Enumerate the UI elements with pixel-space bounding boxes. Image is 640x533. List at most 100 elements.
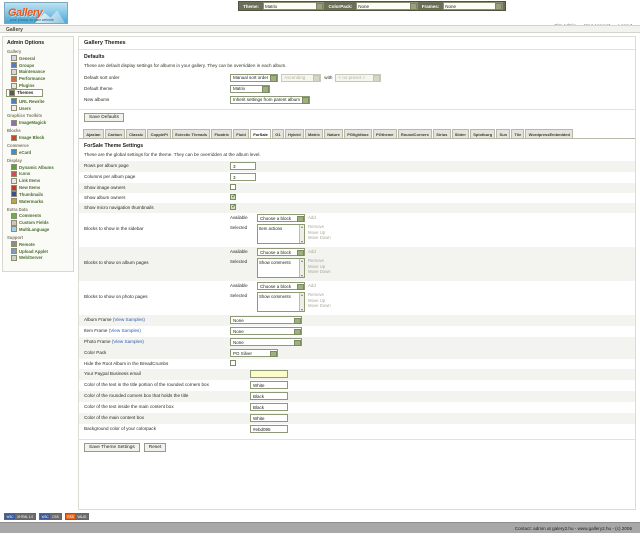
setting-checkbox[interactable] [230,184,236,190]
sidebar-item-comments[interactable]: Comments [6,212,70,220]
view-samples-link[interactable]: (View Samples) [111,339,144,344]
available-block-select[interactable]: Choose a block [257,282,305,290]
sidebar-item-multilanguage[interactable]: MultiLanguage [6,226,70,233]
tab-pglightbox[interactable]: PGlightbox [344,129,372,138]
list-scrollbar[interactable] [299,259,304,278]
frame-select[interactable]: None [230,338,302,346]
sidebar-item-image-block[interactable]: Image Block [6,134,70,141]
sort-preset-select[interactable]: < no preset > [335,73,382,82]
tab-tile[interactable]: Tile [511,129,525,138]
text-setting-input[interactable]: Black [250,392,288,400]
sidebar-item-watermarks[interactable]: Watermarks [6,198,70,205]
tab-sun[interactable]: Sun [496,129,511,138]
sidebar-item-dynamic-albums[interactable]: Dynamic Albums [6,164,70,171]
selected-block-item[interactable]: Item actions [259,226,283,231]
sidebar-item-thumbnails[interactable]: Thumbnails [6,191,70,198]
sidebar-item-custom-fields[interactable]: Custom Fields [6,219,70,226]
selected-blocks-list[interactable]: Item actions [257,224,305,244]
selected-block-item[interactable]: Show comments [259,294,291,299]
sidebar-item-plugins[interactable]: Plugins [6,82,70,89]
view-samples-link[interactable]: (View Samples) [112,317,145,322]
tab-sirius[interactable]: Sirius [433,129,451,138]
setting-checkbox[interactable] [230,194,236,201]
sidebar-item-performance[interactable]: Performance [6,75,70,82]
frame-select[interactable]: None [230,327,302,335]
text-setting-input[interactable]: White [250,414,288,422]
text-setting-input[interactable]: #ebd095 [250,425,288,433]
sidebar-item-ecard[interactable]: eCard [6,149,70,156]
list-scrollbar[interactable] [299,225,304,244]
color-pack-select[interactable]: PG Silver [230,349,278,357]
tab-g1[interactable]: G1 [272,129,284,138]
list-scrollbar[interactable] [299,293,304,312]
sidebar-item-maintenance[interactable]: Maintenance [6,68,70,76]
tab-matrix[interactable]: Matrix [304,129,323,138]
sidebar-item-themes[interactable]: Themes [6,88,44,97]
tab-classic[interactable]: Classic [125,129,147,138]
move-down-button[interactable]: Move Down [308,269,331,275]
setting-checkbox[interactable] [230,204,236,211]
sidebar-item-remote[interactable]: Remote [6,241,70,248]
move-down-button[interactable]: Move Down [308,235,331,241]
add-block-button[interactable]: Add [308,249,316,254]
sidebar-item-new-items[interactable]: New Items [6,184,70,191]
save-defaults-button[interactable]: Save Defaults [84,113,124,122]
move-down-button[interactable]: Move Down [308,303,331,309]
default-sort-order-select[interactable]: Manual sort order [230,73,279,82]
selected-blocks-list[interactable]: Show comments [257,258,305,278]
save-theme-settings-button[interactable]: Save Theme Settings [84,442,140,452]
tab-coppleft[interactable]: CoppleFt [147,129,172,138]
text-setting-input[interactable] [250,370,288,378]
selected-block-item[interactable]: Show comments [259,260,291,265]
text-setting-input[interactable]: White [250,381,288,389]
frame-select[interactable]: None [230,316,302,324]
frames-select[interactable]: None [443,2,504,10]
sidebar-item-imagemagick[interactable]: ImageMagick [6,119,70,126]
tab-splotburg[interactable]: Splotburg [470,129,496,138]
theme-select[interactable]: Matrix [263,2,325,10]
selected-blocks-list[interactable]: Show comments [257,292,305,312]
sidebar-item-icons[interactable]: Icons [6,170,70,178]
colorpack-select[interactable]: None [356,2,418,10]
sidebar-item-upload-applet[interactable]: Upload Applet [6,248,70,255]
remove-block-button[interactable]: Remove [308,258,325,263]
default-theme-select[interactable]: Matrix [230,84,270,93]
setting-text-input[interactable]: 3 [230,162,256,170]
tab-slider[interactable]: Slider [451,129,470,138]
sidebar-item-web-server[interactable]: Web/Server [6,254,70,261]
badge-css[interactable]: W3C CSS [39,513,62,520]
tab-wordpressembedded[interactable]: WordpressEmbedded [525,129,574,138]
sort-direction-select[interactable]: Ascending [281,73,322,82]
setting-text-input[interactable]: 3 [230,173,256,181]
hide-root-album-checkbox[interactable] [230,360,236,366]
text-setting-input[interactable]: Black [250,403,288,411]
tab-roundcorners[interactable]: RoundCorners [397,129,433,138]
new-albums-select[interactable]: Inherit settings from parent album [230,95,311,104]
available-block-select[interactable]: Choose a block [257,248,305,256]
tab-eclectic-threads[interactable]: Eclectic Threads [172,129,211,138]
tab-nature[interactable]: Nature [324,129,344,138]
tab-fluid[interactable]: Fluid [233,129,250,138]
move-up-button[interactable]: Move Up [308,229,326,235]
badge-xhtml-1-0[interactable]: W3C XHTML 1.0 [4,513,37,520]
sidebar-item-general[interactable]: General [6,55,70,62]
tab-ajaxian[interactable]: Ajaxian [83,129,104,138]
remove-block-button[interactable]: Remove [308,292,325,297]
badge-valid[interactable]: RSS VALID [64,513,90,520]
add-block-button[interactable]: Add [308,283,316,288]
tab-carbon[interactable]: Carbon [104,129,125,138]
view-samples-link[interactable]: (View Samples) [108,328,141,333]
add-block-button[interactable]: Add [308,215,316,220]
available-block-select[interactable]: Choose a block [257,214,305,222]
sidebar-item-url-rewrite[interactable]: URL Rewrite [6,98,70,105]
tab-hybrid[interactable]: Hybrid [284,129,304,138]
sidebar-item-users[interactable]: Users [6,105,70,112]
remove-block-button[interactable]: Remove [308,224,325,229]
sidebar-item-link-items[interactable]: Link Items [6,177,70,184]
reset-button[interactable]: Reset [143,442,167,452]
breadcrumb[interactable]: Gallery [6,27,23,33]
tab-floatrix[interactable]: Floatrix [211,129,233,138]
move-up-button[interactable]: Move Up [308,297,326,303]
move-up-button[interactable]: Move Up [308,263,326,269]
tab-forsale[interactable]: ForSale [250,129,272,138]
